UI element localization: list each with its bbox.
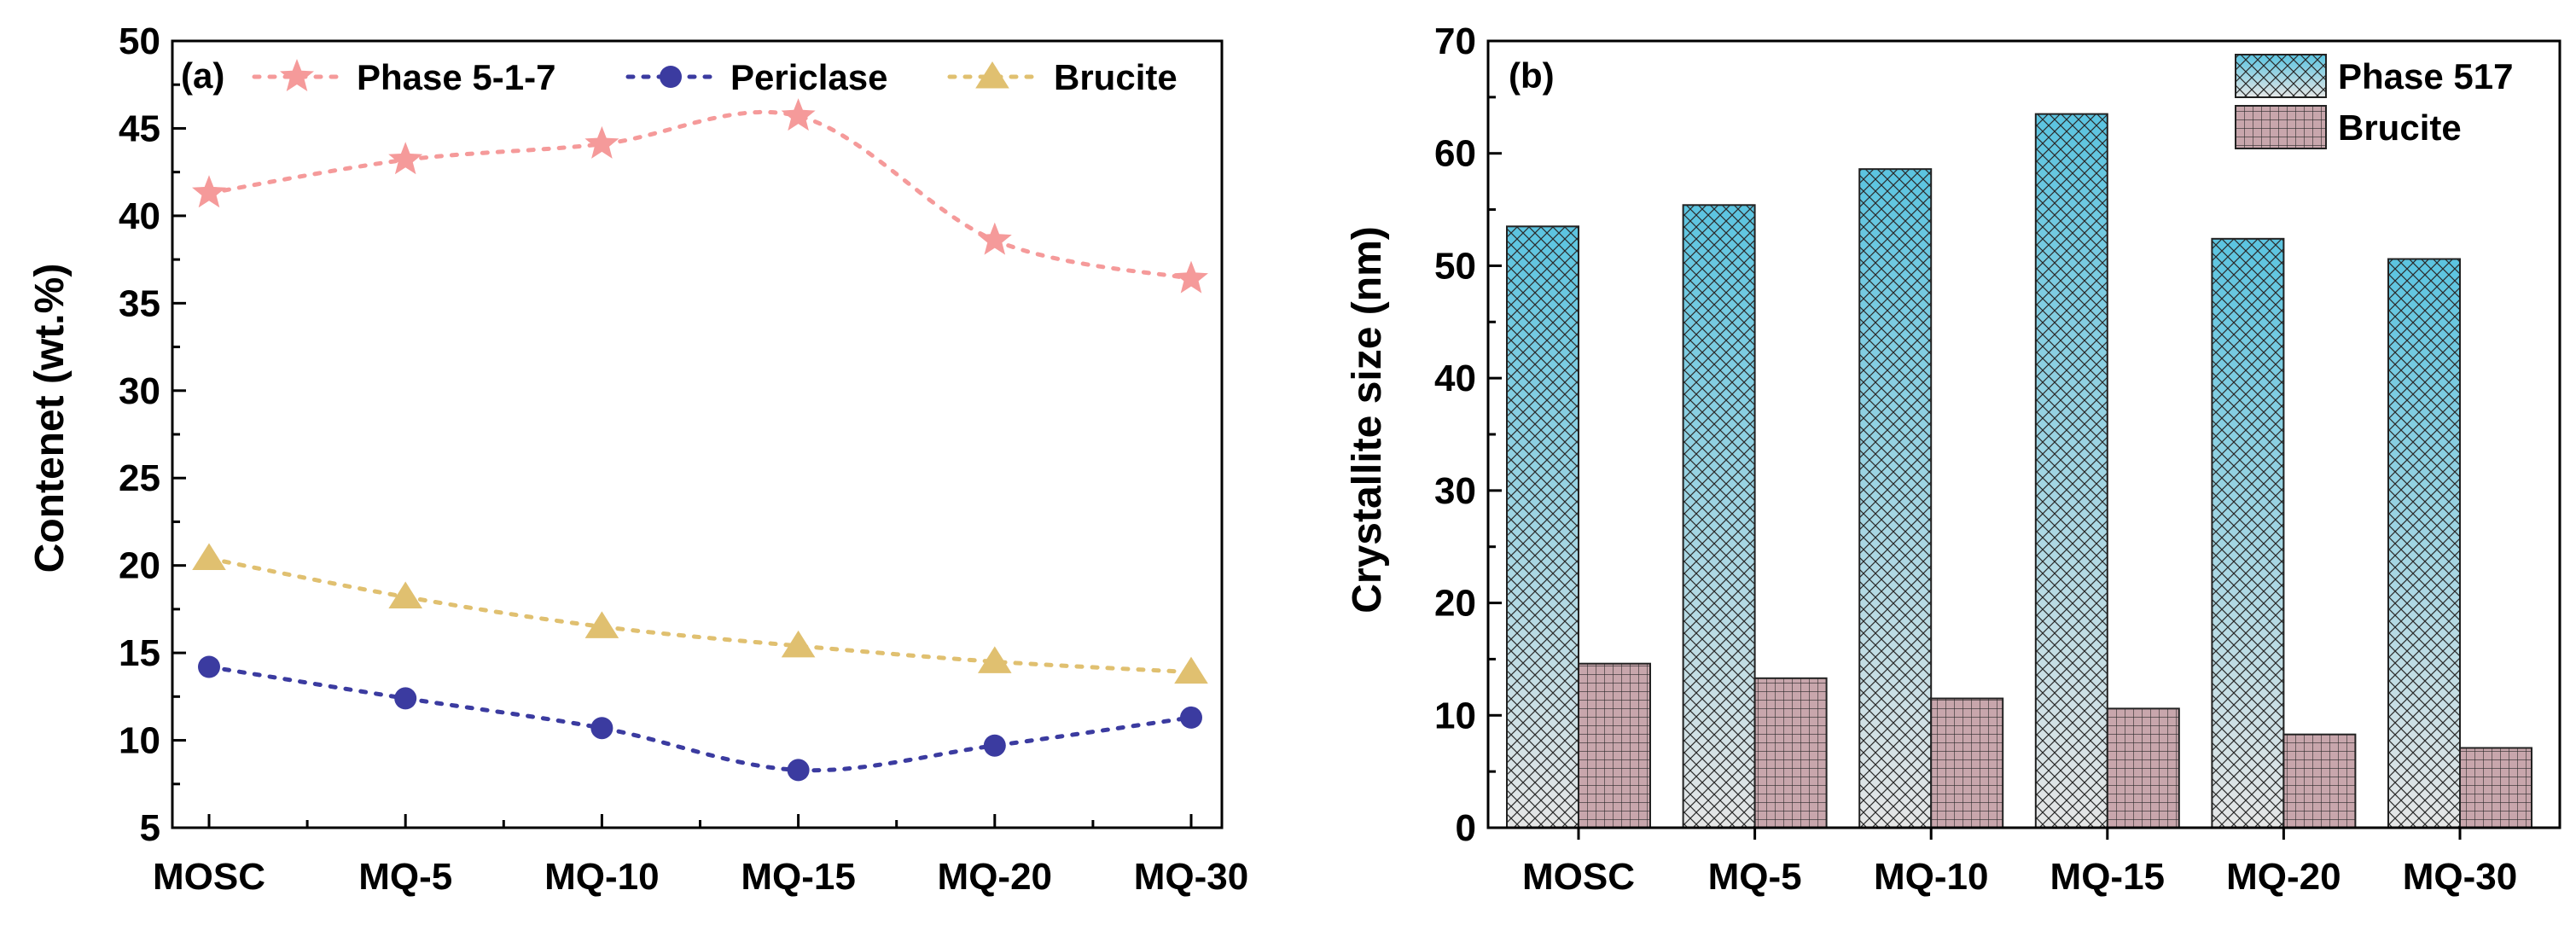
- bar-phase-517-hatch: [1858, 168, 1933, 829]
- bar-phase-517-hatch: [2387, 258, 2461, 829]
- panel-b-label: (b): [1509, 55, 1555, 96]
- bar-phase-517-hatch: [2034, 113, 2108, 829]
- data-point-triangle: [1174, 656, 1208, 684]
- x-tick-label: MQ-10: [544, 856, 659, 898]
- data-point-circle: [983, 734, 1006, 757]
- y-tick-label: 10: [1434, 695, 1476, 736]
- legend-label: Phase 5-1-7: [357, 57, 555, 97]
- y-tick-label: 10: [119, 720, 160, 762]
- y-tick-label: 20: [1434, 583, 1476, 625]
- panel-a-label: (a): [181, 55, 224, 96]
- y-tick-label: 50: [119, 20, 160, 62]
- x-tick-label: MQ-20: [938, 856, 1052, 898]
- legend-marker-circle: [660, 66, 682, 88]
- bar-brucite-hatch: [2282, 733, 2357, 829]
- panel-b-legend: Phase 517 Brucite: [2235, 54, 2514, 149]
- bar-brucite-hatch: [1578, 662, 1651, 829]
- panel-a-plot-frame: [171, 39, 1224, 829]
- series-line-phase-5-1-7: [206, 109, 1194, 282]
- bar-brucite-hatch: [2459, 747, 2532, 829]
- y-tick-label: 25: [119, 457, 160, 499]
- data-point-circle: [1180, 706, 1202, 729]
- bar-phase-517-hatch: [1506, 225, 1579, 829]
- legend-marker-triangle: [975, 61, 1009, 89]
- data-point-star: [388, 142, 423, 175]
- y-tick-label: 5: [140, 807, 160, 849]
- data-point-triangle: [388, 581, 422, 609]
- bar-phase-517-hatch: [2211, 237, 2285, 829]
- y-tick-label: 40: [119, 195, 160, 237]
- x-tick-label: MOSC: [1522, 856, 1635, 898]
- bar-brucite-hatch: [2106, 707, 2180, 829]
- series-line-brucite: [206, 556, 1194, 675]
- legend-label: Periclase: [730, 57, 888, 97]
- data-point-circle: [394, 687, 417, 710]
- x-tick-label: MQ-10: [1874, 856, 1988, 898]
- panel-b-y-axis-label: Crystallite size (nm): [1345, 226, 1390, 613]
- y-tick-label: 20: [119, 545, 160, 587]
- data-point-circle: [590, 717, 613, 740]
- bar-brucite-hatch: [1930, 697, 2004, 829]
- x-tick-label: MQ-20: [2226, 856, 2340, 898]
- y-tick-label: 0: [1456, 807, 1476, 849]
- data-point-circle: [787, 759, 810, 782]
- data-point-circle: [198, 655, 220, 678]
- data-point-star: [1174, 260, 1208, 294]
- bar-brucite-hatch: [1753, 677, 1828, 829]
- data-point-triangle: [781, 630, 816, 658]
- legend-label: Brucite: [2338, 108, 2462, 148]
- data-point-star: [584, 125, 619, 159]
- data-point-triangle: [584, 611, 619, 638]
- x-tick-label: MQ-15: [741, 856, 855, 898]
- y-tick-label: 50: [1434, 245, 1476, 287]
- x-tick-label: MQ-30: [1134, 856, 1248, 898]
- data-point-star: [977, 222, 1012, 255]
- y-tick-label: 70: [1434, 20, 1476, 62]
- legend-marker-star: [280, 59, 314, 91]
- panel-a-series: [192, 98, 1208, 782]
- y-tick-label: 15: [119, 632, 160, 674]
- x-tick-label: MQ-15: [2050, 856, 2165, 898]
- panel-a-line-chart: Phase 5-1-7 Periclase Brucite 5 10 15 20 25 30 3…: [27, 20, 1248, 898]
- x-tick-label: MQ-5: [1708, 856, 1802, 898]
- y-tick-label: 30: [1434, 470, 1476, 512]
- bar-phase-517-hatch: [1682, 204, 1756, 829]
- data-point-triangle: [192, 543, 226, 570]
- panel-a-y-axis-label: Contenet (wt.%): [27, 264, 73, 573]
- legend-label: Brucite: [1054, 57, 1178, 97]
- legend-swatch-pattern: [2235, 105, 2327, 149]
- y-tick-label: 35: [119, 282, 160, 324]
- data-point-triangle: [978, 646, 1012, 673]
- y-tick-label: 30: [119, 370, 160, 412]
- y-tick-label: 40: [1434, 358, 1476, 399]
- x-tick-label: MQ-5: [358, 856, 452, 898]
- panel-b-bars: [1506, 113, 2532, 829]
- panel-b-axes: 0 10 20 30 40 50 60 70 MOSC MQ-5 MQ-10 MQ-15 MQ-20 MQ…: [1434, 20, 2561, 898]
- panel-a-axes: 5 10 15 20 25 30 35 40 45 50 MOSC MQ-5 MQ-10 MQ-15 MQ-…: [119, 20, 1248, 898]
- x-tick-label: MOSC: [153, 856, 265, 898]
- panel-b-bar-chart: 0 10 20 30 40 50 60 70 MOSC MQ-5 MQ-10 MQ-15 MQ-20 MQ…: [1345, 20, 2561, 898]
- data-point-star: [781, 98, 816, 131]
- y-tick-label: 45: [119, 108, 160, 149]
- panel-a-legend: Phase 5-1-7 Periclase Brucite: [252, 57, 1178, 97]
- data-point-star: [192, 175, 226, 208]
- legend-swatch-pattern: [2235, 54, 2327, 98]
- legend-label: Phase 517: [2338, 56, 2514, 96]
- series-line-periclase: [206, 665, 1194, 773]
- x-tick-label: MQ-30: [2403, 856, 2517, 898]
- y-tick-label: 60: [1434, 133, 1476, 175]
